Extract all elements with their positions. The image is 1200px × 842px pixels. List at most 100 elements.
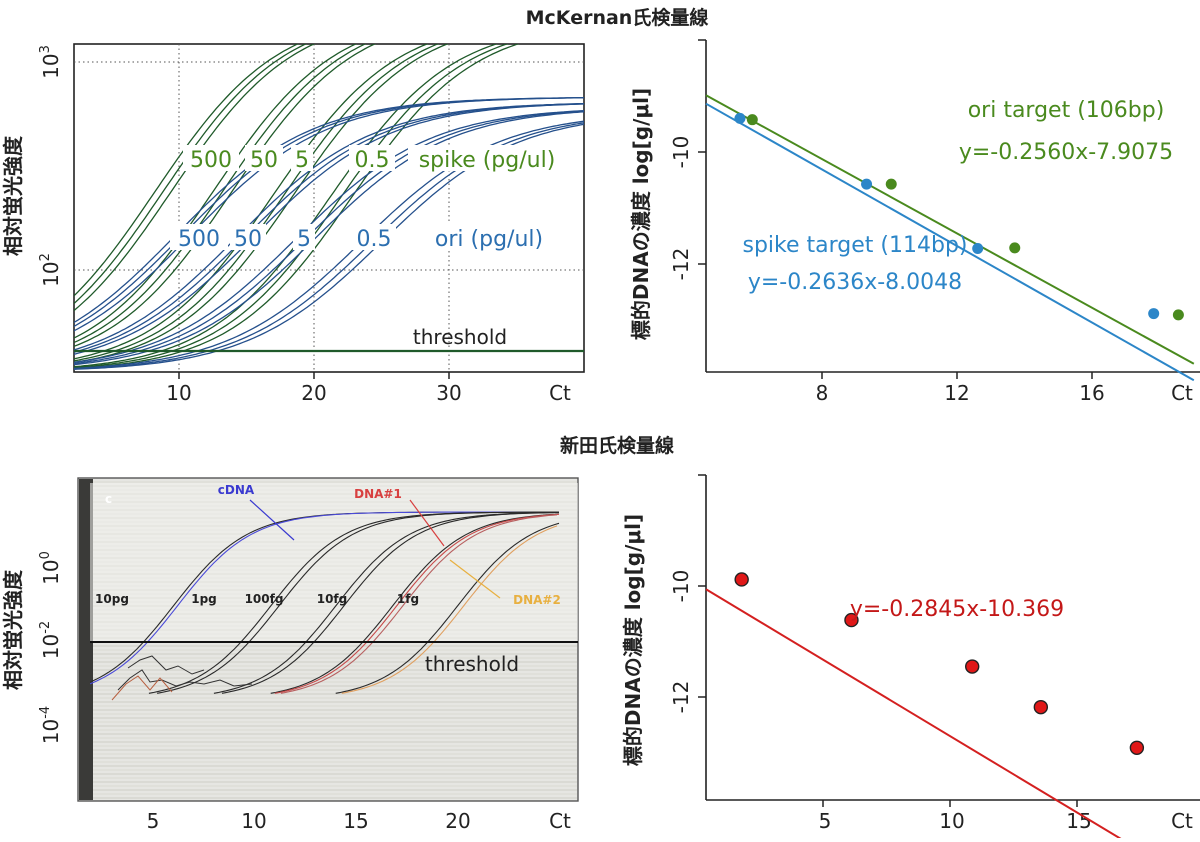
amp1-y-tick-1000: 103 bbox=[38, 45, 63, 79]
amp1-y-axis-label: 相対蛍光強度 bbox=[1, 135, 25, 256]
std1-ori-legend: ori target (106bp) bbox=[968, 98, 1165, 123]
amp2-curve-6 bbox=[270, 513, 560, 694]
amp2-label-10pg: 10pg bbox=[95, 592, 129, 606]
amp2-photo-edge bbox=[79, 479, 93, 800]
std2-x-axis-label: Ct bbox=[1171, 809, 1193, 833]
amp1-curve-7 bbox=[74, 44, 440, 362]
std1-ori-equation: y=-0.2560x-7.9075 bbox=[959, 140, 1173, 165]
std1-point-0-3 bbox=[1172, 309, 1184, 321]
spike-label-500: 500 bbox=[190, 148, 232, 173]
svg-text:10-2: 10-2 bbox=[38, 621, 63, 659]
amp2-curve-1 bbox=[90, 511, 559, 685]
std1-spike-legend: spike target (114bp) bbox=[743, 233, 968, 258]
amp1-curve-2 bbox=[74, 44, 316, 312]
amp1-curve-0 bbox=[74, 44, 300, 297]
svg-text:10-4: 10-4 bbox=[38, 706, 63, 744]
ori-label-0.5: 0.5 bbox=[357, 227, 392, 252]
std2-point-0 bbox=[734, 572, 749, 587]
std2-equation: y=-0.2845x-10.369 bbox=[850, 597, 1064, 622]
std1-point-0-0 bbox=[746, 114, 758, 126]
std1-fit-line-1 bbox=[705, 102, 1195, 382]
amp2-curve-5 bbox=[221, 512, 559, 694]
amp1-curve-16 bbox=[74, 103, 584, 353]
svg-text:102: 102 bbox=[38, 253, 63, 287]
std1-x-axis-label: Ct bbox=[1171, 381, 1193, 405]
std1-point-1-1 bbox=[861, 178, 873, 190]
amp2-label-1fg: 1fg bbox=[397, 592, 419, 606]
std2-marks bbox=[705, 572, 1145, 842]
amp1-grid bbox=[74, 44, 584, 372]
ori-label-500: 500 bbox=[178, 227, 220, 252]
amp1-curve-6 bbox=[74, 44, 429, 360]
amp1-curve-18 bbox=[74, 109, 584, 364]
amp2-threshold-label: threshold bbox=[425, 652, 519, 676]
amp1-x-axis-label: Ct bbox=[549, 381, 571, 405]
amp2-curve-9 bbox=[335, 522, 560, 694]
amp2-y-tick-0.0001: 10-4 bbox=[38, 706, 63, 744]
spike-series-name: spike (pg/ul) bbox=[419, 148, 556, 173]
amp1-ori-labels: 500 50 5 0.5 ori (pg/ul) bbox=[170, 224, 554, 252]
svg-text:103: 103 bbox=[38, 45, 63, 79]
std2-point-3 bbox=[1033, 699, 1049, 715]
amp2-label-cdna: cDNA bbox=[218, 483, 255, 497]
amp2-curve-7 bbox=[274, 513, 560, 694]
amp2-x-tick-10: 10 bbox=[241, 809, 266, 833]
amp2-x-tick-20: 20 bbox=[445, 809, 470, 833]
amp1-curve-5 bbox=[74, 44, 377, 348]
section-bottom-title: 新田氏検量線 bbox=[560, 434, 674, 457]
std2-point-4 bbox=[1129, 740, 1145, 755]
spike-label-5: 5 bbox=[295, 148, 309, 173]
amp2-curves bbox=[90, 511, 560, 701]
svg-text:100: 100 bbox=[38, 551, 63, 585]
amp2-label-leaders bbox=[249, 499, 501, 599]
amp2-label-100fg: 100fg bbox=[245, 592, 284, 606]
std2-y-tick-minus12: -12 bbox=[669, 681, 693, 714]
ori-label-5: 5 bbox=[297, 227, 311, 252]
amp1-spike-labels: 500 50 5 0.5 spike (pg/ul) bbox=[183, 145, 566, 173]
std2-fit-line bbox=[705, 588, 1129, 842]
spike-label-0.5: 0.5 bbox=[355, 148, 390, 173]
amp1-curve-17 bbox=[74, 103, 584, 355]
amp1-curve-9 bbox=[74, 44, 499, 368]
std1-y-tick-minus12: -12 bbox=[669, 248, 693, 281]
amp1-x-tick-marks bbox=[178, 372, 450, 379]
amp2-y-tick-0.01: 10-2 bbox=[38, 621, 63, 659]
amp2-y-tick-1: 100 bbox=[38, 551, 63, 585]
amp1-x-tick-20: 20 bbox=[301, 381, 326, 405]
amp1-x-tick-10: 10 bbox=[166, 381, 191, 405]
std1-tick-marks bbox=[698, 39, 1093, 379]
amp1-curve-4 bbox=[74, 44, 367, 344]
amp1-plot-frame bbox=[73, 43, 585, 373]
std1-x-tick-8: 8 bbox=[816, 381, 829, 405]
ori-series-name: ori (pg/ul) bbox=[435, 227, 543, 252]
amp1-curve-1 bbox=[74, 44, 308, 305]
amp1-threshold-label: threshold bbox=[413, 325, 507, 349]
amp1-curve-3 bbox=[74, 44, 358, 339]
amp2-x-tick-5: 5 bbox=[147, 809, 160, 833]
std1-fit-line-0 bbox=[705, 94, 1195, 365]
std1-point-1-2 bbox=[972, 242, 984, 254]
std1-y-axis-label: 標的DNAの濃度 log[g/μl] bbox=[629, 88, 653, 340]
amp1-curve-14 bbox=[74, 97, 584, 332]
amp2-noise-0 bbox=[117, 669, 253, 691]
std1-x-tick-12: 12 bbox=[944, 381, 969, 405]
std2-point-2 bbox=[965, 659, 980, 674]
std2-x-tick-5: 5 bbox=[819, 809, 832, 833]
std1-spike-equation: y=-0.2636x-8.0048 bbox=[748, 270, 962, 295]
std1-x-tick-16: 16 bbox=[1079, 381, 1104, 405]
amp2-panel-letter: c bbox=[105, 492, 112, 506]
amp1-y-tick-100: 102 bbox=[38, 253, 63, 287]
amp2-noise-1 bbox=[127, 655, 205, 675]
std2-tick-marks bbox=[698, 474, 1078, 807]
amp2-curve-8 bbox=[280, 514, 558, 694]
amp2-upper-fade bbox=[90, 483, 578, 643]
amp2-x-axis-label: Ct bbox=[549, 809, 571, 833]
amp2-label-dna2: DNA#2 bbox=[513, 593, 561, 607]
std2-x-tick-10: 10 bbox=[939, 809, 964, 833]
std1-point-0-2 bbox=[1009, 242, 1021, 254]
section-top-title: McKernan氏検量線 bbox=[526, 6, 709, 29]
amp2-label-dna1: DNA#1 bbox=[354, 487, 402, 501]
amp1-curve-8 bbox=[74, 44, 449, 364]
